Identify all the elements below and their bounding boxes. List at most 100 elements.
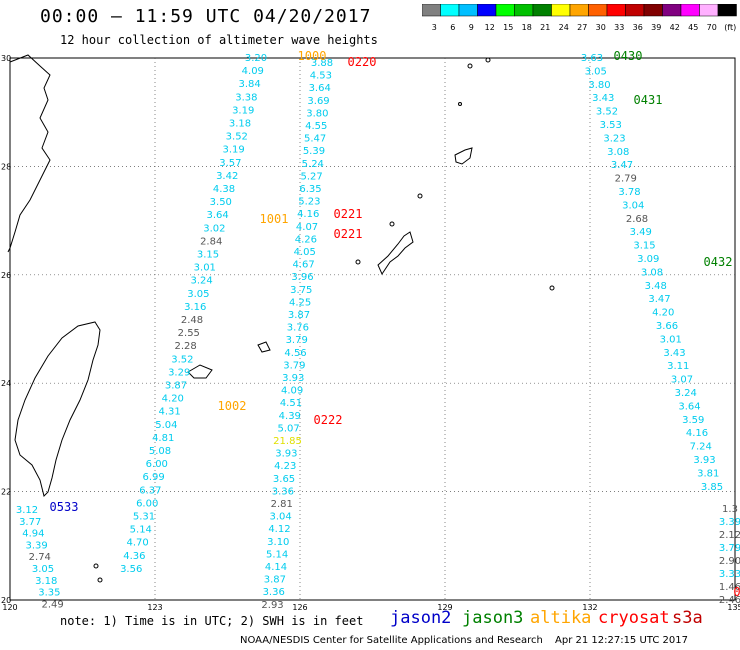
- swh-value: 4.39: [279, 411, 301, 422]
- swh-value: 3.09: [637, 254, 659, 265]
- swh-value: 4.38: [213, 184, 235, 195]
- swh-value: 3.08: [641, 267, 663, 278]
- colorbar-label: 18: [522, 23, 532, 32]
- swh-value: 2.48: [181, 315, 203, 326]
- colorbar-label: 12: [485, 23, 495, 32]
- colorbar-label: 27: [577, 23, 587, 32]
- swh-value: 2.81: [271, 499, 293, 510]
- swh-value: 3.88: [311, 58, 333, 69]
- swh-value: 3.85: [701, 482, 723, 493]
- swh-value: 2.28: [174, 341, 196, 352]
- colorbar-label: 24: [559, 23, 569, 32]
- lon-tick-label: 123: [147, 603, 162, 612]
- swh-value: 3.24: [190, 276, 212, 287]
- swh-value: 3.36: [272, 486, 294, 497]
- legend-item-altika: altika: [530, 608, 592, 628]
- colorbar-label: 3: [432, 23, 437, 32]
- colorbar-label: 39: [651, 23, 661, 32]
- swh-value: 3.79: [719, 543, 740, 554]
- swh-value: 3.33: [719, 569, 740, 580]
- swh-value: 6.37: [139, 485, 161, 496]
- swh-value: 3.75: [290, 285, 312, 296]
- track-time-label: 1002: [218, 399, 247, 413]
- swh-value: 3.49: [630, 227, 652, 238]
- swh-value: 2.12: [719, 530, 740, 541]
- swh-value: 3.59: [682, 415, 704, 426]
- swh-value: 3.47: [648, 294, 670, 305]
- swh-value: 2.74: [29, 552, 51, 563]
- swh-value: 3.93: [275, 449, 297, 460]
- lon-tick-label: 120: [2, 603, 17, 612]
- swh-value: 3.19: [232, 105, 254, 116]
- islet: [458, 102, 462, 106]
- swh-value: 4.31: [158, 407, 180, 418]
- track-time-label: 0222: [314, 413, 343, 427]
- swh-value: 3.66: [656, 321, 678, 332]
- swh-value: 3.23: [603, 133, 625, 144]
- swh-value: 3.87: [264, 575, 286, 586]
- swh-value: 3.63: [581, 53, 603, 64]
- swh-value: 3.69: [307, 96, 329, 107]
- swh-value: 4.12: [268, 524, 290, 535]
- swh-value: 3.43: [663, 348, 685, 359]
- swh-value: 3.93: [693, 455, 715, 466]
- islet: [97, 577, 103, 583]
- track-time-label: 0221: [334, 227, 363, 241]
- colorbar-label: 9: [469, 23, 474, 32]
- swh-value: 4.05: [294, 247, 316, 258]
- swh-value: 4.81: [152, 433, 174, 444]
- legend-item-jason3: jason3: [462, 608, 524, 628]
- swh-value: 3.15: [197, 250, 219, 261]
- generated-timestamp: Apr 21 12:27:15 UTC 2017: [555, 635, 688, 646]
- swh-value: 2.84: [200, 236, 222, 247]
- swh-value: 3.15: [633, 241, 655, 252]
- swh-value: 4.51: [280, 398, 302, 409]
- swh-value: 2.55: [178, 328, 200, 339]
- swh-value: 3.53: [600, 120, 622, 131]
- swh-value: 3.24: [675, 388, 697, 399]
- swh-value: 3.01: [194, 263, 216, 274]
- colorbar-label: 70: [707, 23, 717, 32]
- swh-value: 4.56: [284, 348, 306, 359]
- swh-value: 3.65: [273, 474, 295, 485]
- okinawa-coastline: [377, 231, 414, 276]
- swh-value: 3.05: [187, 289, 209, 300]
- track-time-label: 0220: [348, 55, 377, 69]
- credit-line: NOAA/NESDIS Center for Satellite Applica…: [240, 635, 543, 646]
- islet: [93, 563, 99, 569]
- colorbar-label: 21: [540, 23, 550, 32]
- legend-item-s3a: s3a: [672, 608, 703, 628]
- colorbar-swatch: [717, 4, 737, 17]
- ryukyu-island-1: [454, 147, 473, 165]
- swh-value: 3.87: [165, 381, 187, 392]
- swh-value: 5.23: [298, 197, 320, 208]
- swh-value: 5.31: [133, 512, 155, 523]
- colorbar-label: 33: [614, 23, 624, 32]
- swh-value: 5.14: [130, 525, 152, 536]
- swh-value: 3.12: [16, 505, 38, 516]
- swh-value: 4.07: [296, 222, 318, 233]
- lat-tick-label: 26: [1, 271, 11, 280]
- swh-value: 3.52: [226, 132, 248, 143]
- swh-value: 3.96: [291, 272, 313, 283]
- swh-value: 4.09: [242, 66, 264, 77]
- legend-item-jason2: jason2: [390, 608, 452, 628]
- legend-item-cryosat: cryosat: [598, 608, 670, 628]
- page-subtitle: 12 hour collection of altimeter wave hei…: [60, 33, 378, 47]
- swh-value: 4.53: [310, 71, 332, 82]
- swh-value: 3.38: [235, 92, 257, 103]
- footnote: note: 1) Time is in UTC; 2) SWH is in fe…: [60, 614, 364, 628]
- swh-value: 3.78: [618, 187, 640, 198]
- swh-value: 2.90: [719, 556, 740, 567]
- swh-value: 1.3: [722, 504, 738, 515]
- swh-value: 3.52: [596, 107, 618, 118]
- swh-value: 3.36: [263, 587, 285, 598]
- map-grid: [9, 57, 736, 601]
- swh-value: 7.24: [690, 442, 712, 453]
- lat-tick-label: 28: [1, 162, 11, 171]
- swh-value: 5.04: [155, 420, 177, 431]
- swh-value: 3.18: [229, 119, 251, 130]
- swh-value: 3.39: [25, 540, 47, 551]
- swh-value: 3.84: [238, 79, 260, 90]
- swh-value: 4.20: [162, 394, 184, 405]
